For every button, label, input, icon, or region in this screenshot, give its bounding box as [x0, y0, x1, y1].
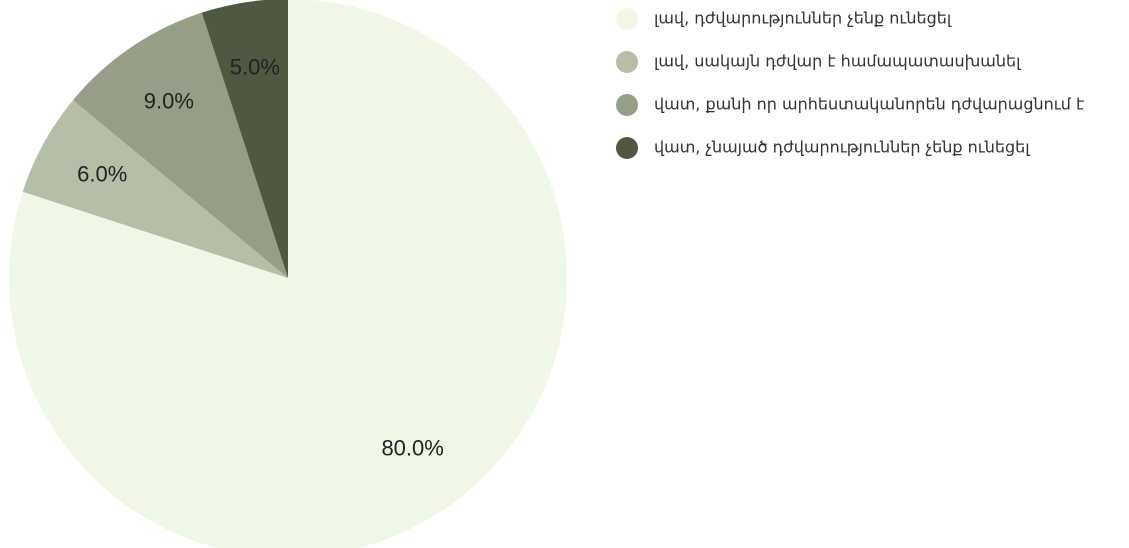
- legend-label: լավ, սակայն դժվար է համապատասխանել: [654, 52, 1021, 71]
- data-label: 80.0%: [381, 435, 443, 460]
- data-label: 5.0%: [230, 54, 280, 79]
- legend-swatch: [616, 51, 638, 73]
- legend-swatch: [616, 8, 638, 30]
- legend-swatch: [616, 137, 638, 159]
- legend-swatch: [616, 94, 638, 116]
- data-label: 6.0%: [77, 162, 127, 187]
- pie-slice: [201, 0, 288, 278]
- pie-slice: [9, 0, 567, 548]
- legend-label: վատ, քանի որ արհեստականորեն դժվարացնում …: [654, 95, 1084, 114]
- legend-label: լավ, դժվարություններ չենք ունեցել: [654, 9, 952, 28]
- data-label: 9.0%: [144, 88, 194, 113]
- legend-label: վատ, չնայած դժվարություններ չենք ունեցել: [654, 138, 1030, 157]
- pie-slice: [73, 12, 289, 278]
- pie-slice: [22, 100, 288, 278]
